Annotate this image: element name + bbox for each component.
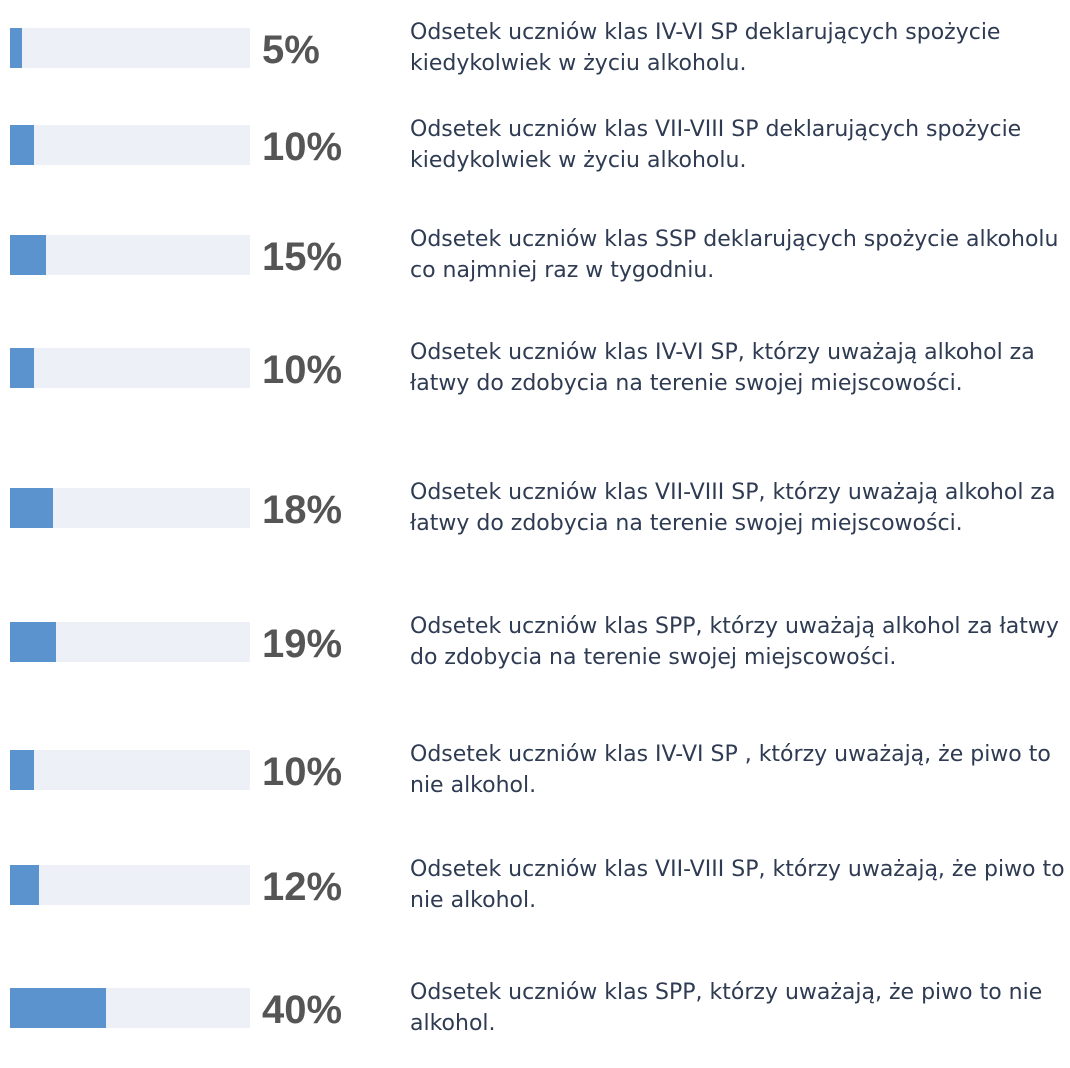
row: 19% Odsetek uczniów klas SPP, którzy uważ…: [0, 582, 1070, 702]
bar: [10, 750, 34, 790]
description-text: Odsetek uczniów klas SSP deklarujących s…: [410, 227, 1059, 283]
bar-track: [10, 988, 250, 1028]
bar: [10, 235, 46, 275]
row: 5% Odsetek uczniów klas IV-VI SP deklaruj…: [0, 0, 1070, 108]
bar-track: [10, 622, 250, 662]
bar: [10, 622, 56, 662]
value-label: 10%: [262, 348, 343, 392]
description-text: Odsetek uczniów klas IV-VI SP, którzy uw…: [410, 340, 1035, 396]
value-label: 18%: [262, 488, 343, 532]
row: 40% Odsetek uczniów klas SPP, którzy uważ…: [0, 948, 1070, 1068]
value-label: 40%: [262, 988, 343, 1032]
row: 10% Odsetek uczniów klas IV-VI SP , którz…: [0, 710, 1070, 830]
row: 12% Odsetek uczniów klas VII-VIII SP, któ…: [0, 825, 1070, 945]
description: Odsetek uczniów klas IV-VI SP , którzy u…: [410, 710, 1065, 830]
value-label: 10%: [262, 750, 343, 794]
row: 18% Odsetek uczniów klas VII-VIII SP, któ…: [0, 448, 1070, 568]
infographic: {"chart_data": {"type": "bar", "orientat…: [0, 0, 1070, 1036]
description-text: Odsetek uczniów klas IV-VI SP deklarując…: [410, 20, 1001, 76]
value-label: 12%: [262, 865, 343, 909]
bar: [10, 125, 34, 165]
bar-track: [10, 750, 250, 790]
description-text: Odsetek uczniów klas SPP, którzy uważają…: [410, 614, 1059, 670]
description: Odsetek uczniów klas IV-VI SP deklarując…: [410, 0, 1065, 108]
value-label: 19%: [262, 622, 343, 666]
value-label: 5%: [262, 28, 320, 72]
row: 10% Odsetek uczniów klas IV-VI SP, którzy…: [0, 308, 1070, 428]
bar-track: [10, 488, 250, 528]
description: Odsetek uczniów klas SPP, którzy uważają…: [410, 948, 1065, 1068]
description: Odsetek uczniów klas VII-VIII SP deklaru…: [410, 85, 1065, 205]
row: 10% Odsetek uczniów klas VII-VIII SP dekl…: [0, 85, 1070, 205]
description-text: Odsetek uczniów klas VII-VIII SP, którzy…: [410, 480, 1056, 536]
bar: [10, 348, 34, 388]
description: Odsetek uczniów klas SPP, którzy uważają…: [410, 582, 1065, 702]
bar: [10, 488, 54, 528]
bar: [10, 28, 22, 68]
description: Odsetek uczniów klas SSP deklarujących s…: [410, 195, 1065, 315]
bar-track: [10, 865, 250, 905]
row: 15% Odsetek uczniów klas SSP deklarującyc…: [0, 195, 1070, 315]
bar-track: [10, 235, 250, 275]
value-label: 10%: [262, 125, 343, 169]
description-text: Odsetek uczniów klas IV-VI SP , którzy u…: [410, 742, 1051, 798]
value-label: 15%: [262, 235, 343, 279]
description-text: Odsetek uczniów klas SPP, którzy uważają…: [410, 980, 1043, 1036]
description: Odsetek uczniów klas VII-VIII SP, którzy…: [410, 825, 1065, 945]
description: Odsetek uczniów klas IV-VI SP, którzy uw…: [410, 308, 1065, 428]
description: Odsetek uczniów klas VII-VIII SP, którzy…: [410, 448, 1065, 568]
bar-track: [10, 125, 250, 165]
bar: [10, 865, 39, 905]
bar: [10, 988, 106, 1028]
description-text: Odsetek uczniów klas VII-VIII SP deklaru…: [410, 117, 1022, 173]
bar-track: [10, 348, 250, 388]
description-text: Odsetek uczniów klas VII-VIII SP, którzy…: [410, 857, 1065, 913]
bar-track: [10, 28, 250, 68]
